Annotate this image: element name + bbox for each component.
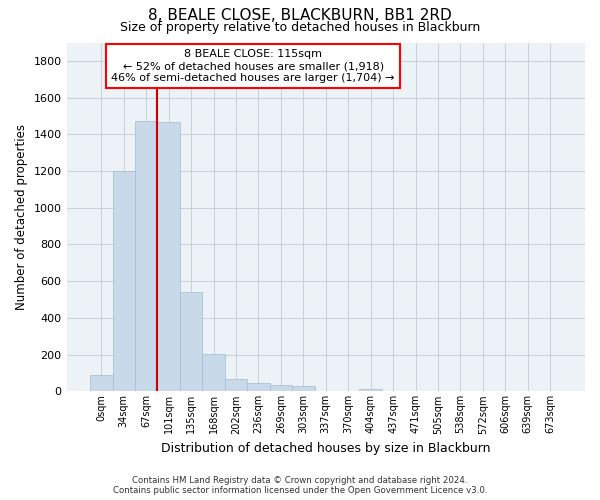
Text: Size of property relative to detached houses in Blackburn: Size of property relative to detached ho… xyxy=(120,21,480,34)
Bar xyxy=(247,383,269,392)
Bar xyxy=(292,386,314,392)
Y-axis label: Number of detached properties: Number of detached properties xyxy=(15,124,28,310)
Text: 8, BEALE CLOSE, BLACKBURN, BB1 2RD: 8, BEALE CLOSE, BLACKBURN, BB1 2RD xyxy=(148,8,452,22)
Bar xyxy=(90,375,113,392)
X-axis label: Distribution of detached houses by size in Blackburn: Distribution of detached houses by size … xyxy=(161,442,491,455)
Bar xyxy=(359,388,382,392)
Bar xyxy=(135,122,157,392)
Text: Contains HM Land Registry data © Crown copyright and database right 2024.
Contai: Contains HM Land Registry data © Crown c… xyxy=(113,476,487,495)
Text: 8 BEALE CLOSE: 115sqm
← 52% of detached houses are smaller (1,918)
46% of semi-d: 8 BEALE CLOSE: 115sqm ← 52% of detached … xyxy=(112,50,395,82)
Bar xyxy=(180,292,202,392)
Bar xyxy=(202,354,225,392)
Bar xyxy=(113,171,135,392)
Bar xyxy=(157,122,180,392)
Bar xyxy=(269,385,292,392)
Bar xyxy=(225,380,247,392)
